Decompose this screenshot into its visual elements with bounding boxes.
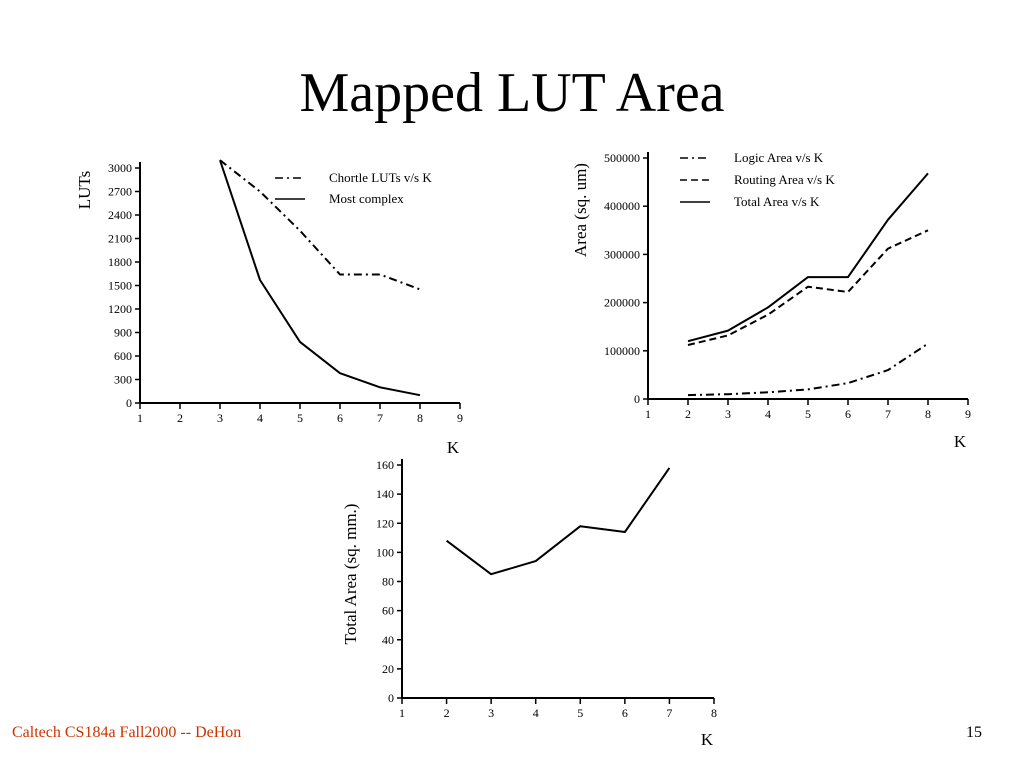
x-tick-label: 4 bbox=[765, 407, 771, 421]
y-tick-label: 3000 bbox=[108, 161, 132, 175]
y-axis-label: Area (sq. um) bbox=[571, 163, 590, 257]
footer-course-label: Caltech CS184a Fall2000 -- DeHon bbox=[12, 724, 242, 741]
y-tick-label: 1500 bbox=[108, 279, 132, 293]
x-tick-label: 5 bbox=[805, 407, 811, 421]
area-vs-k-chart: 0 100000 200000 300000 400000 500000 1 2 3 4 5 6 7 8 9… bbox=[571, 150, 971, 451]
y-tick-label: 400000 bbox=[604, 199, 640, 213]
y-tick-label: 80 bbox=[382, 575, 394, 589]
y-tick-label: 2100 bbox=[108, 232, 132, 246]
y-tick-label: 120 bbox=[376, 516, 394, 530]
x-tick-label: 2 bbox=[177, 411, 183, 425]
y-tick-label: 160 bbox=[376, 458, 394, 472]
x-tick-label: 8 bbox=[925, 407, 931, 421]
luts-vs-k-chart: 0 300 600 900 1200 1500 1800 2100 2400 2700 3000 1 2… bbox=[75, 159, 463, 457]
x-axis-label: K bbox=[447, 438, 460, 457]
slide-title: Mapped LUT Area bbox=[299, 62, 725, 124]
x-tick-label: 3 bbox=[217, 411, 223, 425]
y-tick-label: 40 bbox=[382, 633, 394, 647]
x-tick-label: 7 bbox=[377, 411, 383, 425]
series-line bbox=[219, 159, 421, 397]
y-tick-label: 60 bbox=[382, 604, 394, 618]
y-tick-label: 2400 bbox=[108, 208, 132, 222]
y-tick-label: 0 bbox=[634, 392, 640, 406]
x-tick-label: 6 bbox=[337, 411, 343, 425]
y-tick-label: 140 bbox=[376, 487, 394, 501]
y-tick-label: 300 bbox=[114, 373, 132, 387]
x-tick-label: 7 bbox=[885, 407, 891, 421]
y-tick-label: 600 bbox=[114, 349, 132, 363]
series-line bbox=[445, 467, 671, 576]
x-tick-label: 6 bbox=[845, 407, 851, 421]
series-line bbox=[219, 159, 421, 291]
y-tick-label: 100000 bbox=[604, 344, 640, 358]
x-tick-label: 2 bbox=[685, 407, 691, 421]
y-tick-label: 0 bbox=[126, 396, 132, 410]
series-line bbox=[687, 342, 929, 397]
legend-label: Total Area v/s K bbox=[734, 194, 820, 209]
x-tick-label: 5 bbox=[297, 411, 303, 425]
series-line bbox=[687, 229, 929, 346]
x-tick-label: 8 bbox=[711, 706, 717, 720]
y-tick-label: 500000 bbox=[604, 151, 640, 165]
y-tick-label: 1200 bbox=[108, 302, 132, 316]
series-line bbox=[687, 172, 929, 343]
y-tick-label: 900 bbox=[114, 326, 132, 340]
x-tick-label: 1 bbox=[399, 706, 405, 720]
x-tick-label: 9 bbox=[457, 411, 463, 425]
x-tick-label: 4 bbox=[533, 706, 539, 720]
legend-label: Chortle LUTs v/s K bbox=[329, 170, 432, 185]
x-tick-label: 3 bbox=[488, 706, 494, 720]
y-tick-label: 100 bbox=[376, 545, 394, 559]
total-area-chart: 0 20 40 60 80 100 120 140 160 1 2 3 4 5 6 7 8 K Total Area… bbox=[341, 458, 717, 749]
y-tick-label: 20 bbox=[382, 662, 394, 676]
y-axis-label: LUTs bbox=[75, 171, 94, 209]
y-tick-label: 2700 bbox=[108, 185, 132, 199]
y-tick-label: 1800 bbox=[108, 255, 132, 269]
legend-label: Routing Area v/s K bbox=[734, 172, 835, 187]
x-tick-label: 8 bbox=[417, 411, 423, 425]
page-number: 15 bbox=[966, 724, 982, 741]
x-tick-label: 4 bbox=[257, 411, 263, 425]
x-tick-label: 1 bbox=[645, 407, 651, 421]
x-axis-label: K bbox=[701, 730, 714, 749]
y-tick-label: 0 bbox=[388, 691, 394, 705]
y-axis-label: Total Area (sq. mm.) bbox=[341, 504, 360, 645]
legend-label: Most complex bbox=[329, 191, 404, 206]
x-tick-label: 1 bbox=[137, 411, 143, 425]
y-tick-label: 200000 bbox=[604, 296, 640, 310]
x-tick-label: 3 bbox=[725, 407, 731, 421]
legend-label: Logic Area v/s K bbox=[734, 150, 824, 165]
x-tick-label: 6 bbox=[622, 706, 628, 720]
y-tick-label: 300000 bbox=[604, 247, 640, 261]
x-tick-label: 7 bbox=[666, 706, 672, 720]
x-tick-label: 5 bbox=[577, 706, 583, 720]
x-tick-label: 9 bbox=[965, 407, 971, 421]
x-tick-label: 2 bbox=[444, 706, 450, 720]
x-axis-label: K bbox=[954, 432, 967, 451]
